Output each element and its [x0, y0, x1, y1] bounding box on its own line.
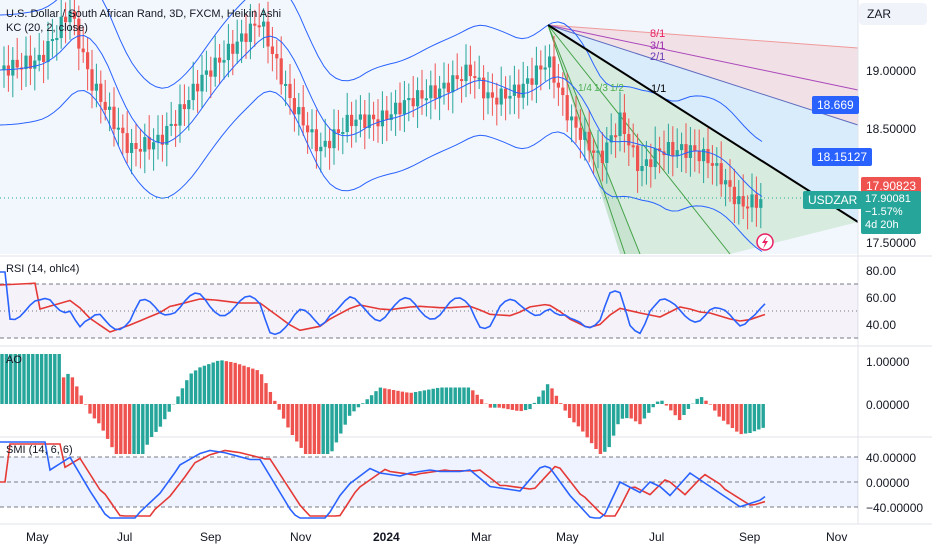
fan-label-1-4: 1/4 — [578, 83, 592, 94]
rsi-tick: 80.00 — [866, 264, 897, 278]
fan-label-1-1: 1/1 — [651, 83, 667, 95]
time-tick: May — [556, 530, 579, 544]
kc-band-fill — [0, 0, 858, 254]
kc-mid-tag: 18.15127 — [812, 148, 873, 166]
trend-line[interactable] — [547, 24, 859, 223]
kc-label[interactable]: KC (20, 2, close) — [6, 22, 88, 34]
smi-line — [0, 441, 766, 519]
time-tick: Sep — [739, 530, 761, 544]
rsi-ma-line — [0, 282, 766, 333]
countdown-value: 4d 20h — [865, 219, 899, 231]
ao-label[interactable]: AO — [6, 354, 22, 366]
time-tick: Sep — [200, 530, 222, 544]
price-tick: 18.50000 — [866, 122, 917, 136]
smi-label[interactable]: SMI (14, 6, 6) — [6, 444, 73, 456]
price-tick: 19.00000 — [866, 64, 917, 78]
bid-box: 17.90081 −1.57% 4d 20h — [861, 191, 921, 234]
time-tick: Nov — [290, 530, 312, 544]
last-price-tag: 17.90823 — [861, 177, 922, 195]
smi-signal-line — [0, 443, 766, 517]
chart-title: U.S. Dollar / South African Rand, 3D, FX… — [6, 8, 282, 20]
time-tick: Mar — [471, 530, 492, 544]
rsi-line — [0, 271, 766, 336]
time-tick: May — [26, 530, 49, 544]
change-value: −1.57% — [865, 206, 903, 218]
currency-button[interactable]: ZAR — [859, 3, 927, 25]
time-tick-year: 2024 — [373, 530, 400, 544]
keltner-channel — [0, 0, 763, 252]
bid-value: 17.90081 — [865, 193, 911, 205]
symbol-tag: USDZAR — [803, 191, 863, 209]
time-tick: Nov — [826, 530, 848, 544]
fan-label-8-1: 8/1 — [650, 28, 666, 40]
rsi-tick: 40.00 — [866, 318, 897, 332]
price-candles — [2, 0, 763, 230]
fan-label-1-3: 1/3 — [594, 83, 608, 94]
fan-label-1-2: 1/2 — [610, 83, 624, 94]
time-tick: Jul — [117, 530, 133, 544]
ao-tick: 1.00000 — [866, 355, 910, 369]
fan-label-3-1: 3/1 — [650, 40, 666, 52]
fan-label-2-1: 2/1 — [650, 51, 666, 63]
price-tick: 17.50000 — [866, 236, 917, 250]
smi-tick: −40.00000 — [866, 501, 924, 515]
lightning-icon[interactable] — [756, 233, 774, 251]
ao-histogram — [0, 354, 765, 454]
rsi-label[interactable]: RSI (14, ohlc4) — [6, 263, 80, 275]
smi-tick: 40.00000 — [866, 451, 917, 465]
rsi-tick: 60.00 — [866, 291, 897, 305]
time-tick: Jul — [649, 530, 665, 544]
kc-upper-tag: 18.669 — [812, 96, 859, 114]
smi-tick: 0.00000 — [866, 476, 910, 490]
ao-tick: 0.00000 — [866, 398, 910, 412]
